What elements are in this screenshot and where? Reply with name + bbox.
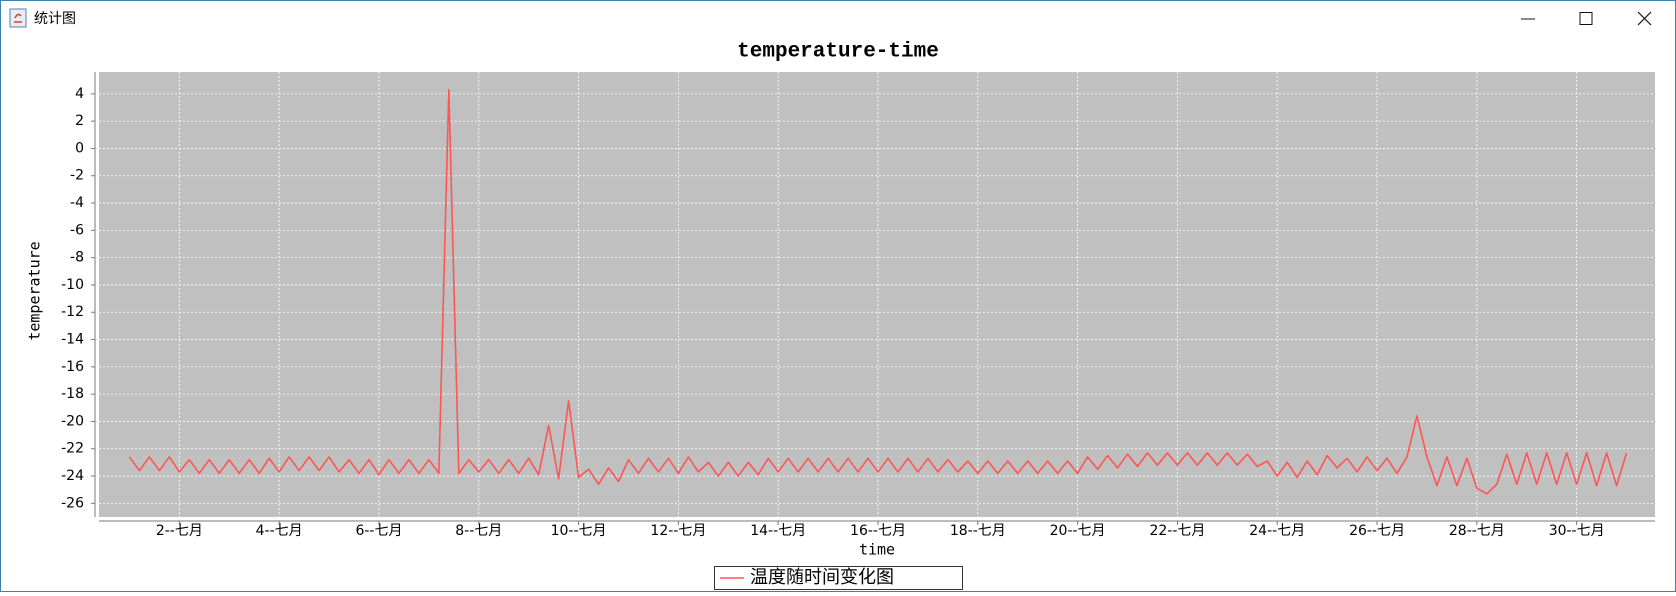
x-tick-label: 28--七月 [1449, 523, 1505, 539]
y-tick-label: -2 [70, 168, 84, 184]
y-tick-label: -10 [61, 277, 84, 293]
x-tick-label: 20--七月 [1050, 523, 1106, 539]
y-tick-label: 0 [75, 140, 84, 156]
y-tick-label: -4 [70, 195, 84, 211]
x-tick-label: 14--七月 [750, 523, 806, 539]
x-tick-label: 6--七月 [355, 523, 402, 539]
x-tick-label: 18--七月 [950, 523, 1006, 539]
x-tick-label: 2--七月 [156, 523, 203, 539]
y-tick-label: -24 [61, 468, 84, 484]
x-tick-label: 30--七月 [1549, 523, 1605, 539]
x-axis-label: time [859, 541, 895, 559]
y-tick-label: -8 [70, 250, 84, 266]
plot-area [99, 72, 1655, 517]
y-tick-label: -14 [61, 332, 84, 348]
app-icon [9, 8, 27, 28]
x-tick-label: 8--七月 [455, 523, 502, 539]
y-tick-label: -20 [61, 413, 84, 429]
legend-label: 温度随时间变化图 [750, 567, 894, 588]
x-tick-label: 4--七月 [256, 523, 303, 539]
x-tick-label: 26--七月 [1349, 523, 1405, 539]
maximize-button[interactable] [1579, 12, 1593, 25]
x-tick-label: 12--七月 [650, 523, 706, 539]
y-tick-label: -12 [61, 304, 84, 320]
y-tick-label: 4 [75, 86, 84, 102]
chart-title: temperature-time [737, 41, 939, 64]
y-axis-label: temperature [26, 241, 44, 340]
y-tick-label: -18 [61, 386, 84, 402]
y-tick-label: 2 [75, 113, 84, 129]
x-tick-label: 22--七月 [1149, 523, 1205, 539]
window-title: 统计图 [34, 11, 76, 27]
legend [714, 566, 963, 590]
data-line [128, 88, 1628, 495]
y-tick-label: -26 [61, 495, 84, 511]
close-button[interactable] [1637, 11, 1652, 26]
x-tick-label: 16--七月 [850, 523, 906, 539]
x-tick-label: 10--七月 [551, 523, 607, 539]
y-tick-label: -6 [70, 222, 84, 238]
y-tick-label: -16 [61, 359, 84, 375]
x-tick-label: 24--七月 [1249, 523, 1305, 539]
y-tick-label: -22 [61, 441, 84, 457]
